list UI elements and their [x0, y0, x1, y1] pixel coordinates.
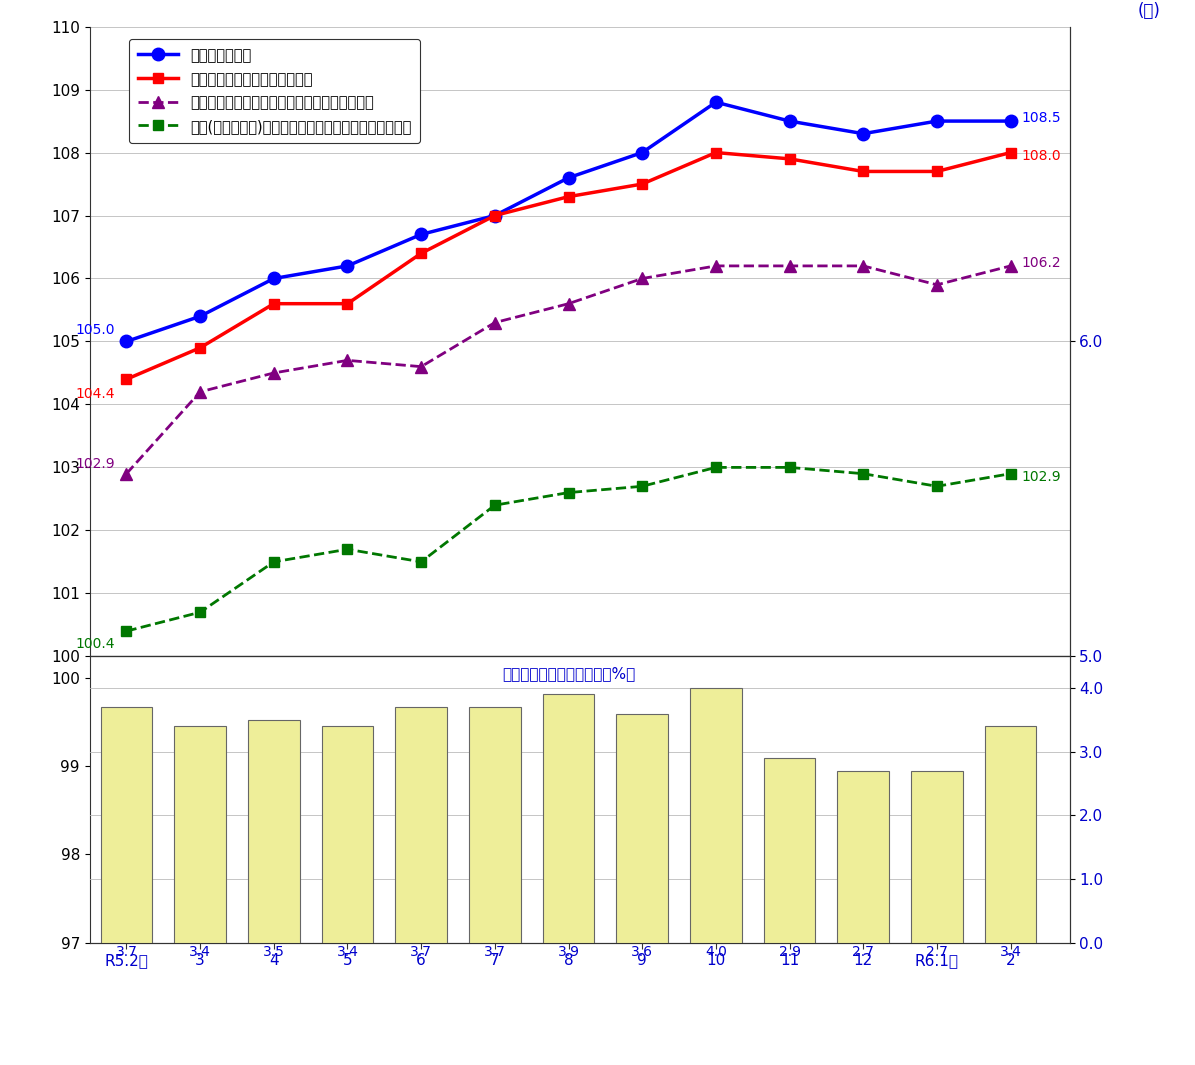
食料(酒類を除く)及びエネルギーを除く総合（左目盛）: [562, 487, 576, 499]
Text: 2.7: 2.7: [926, 945, 948, 960]
総合（左目盛）: [341, 260, 355, 273]
Text: 2.7: 2.7: [852, 945, 875, 960]
Bar: [690, 688, 742, 943]
生鮮食品及びエネルギーを除く総合（左目盛）: [488, 316, 502, 329]
Bar: [470, 707, 521, 943]
Bar: [396, 707, 447, 943]
Bar: [985, 726, 1036, 943]
生鮮食品を除く総合（左目盛）: [413, 247, 428, 260]
食料(酒類を除く)及びエネルギーを除く総合（左目盛）: [856, 468, 870, 480]
生鮮食品を除く総合（左目盛）: [341, 297, 355, 310]
Text: 104.4: 104.4: [76, 387, 116, 400]
食料(酒類を除く)及びエネルギーを除く総合（左目盛）: [341, 543, 355, 556]
総合（左目盛）: [488, 209, 502, 222]
Bar: [911, 771, 963, 943]
生鮮食品を除く総合（左目盛）: [266, 297, 281, 310]
生鮮食品及びエネルギーを除く総合（左目盛）: [783, 260, 797, 273]
総合（左目盛）: [562, 171, 576, 184]
生鮮食品及びエネルギーを除く総合（左目盛）: [635, 272, 649, 284]
生鮮食品を除く総合（左目盛）: [562, 191, 576, 203]
生鮮食品及びエネルギーを除く総合（左目盛）: [709, 260, 723, 273]
生鮮食品を除く総合（左目盛）: [930, 165, 944, 178]
総合（左目盛）: [856, 128, 870, 141]
食料(酒類を除く)及びエネルギーを除く総合（左目盛）: [709, 461, 723, 474]
総合（左目盛）: [783, 115, 797, 128]
総合（左目盛）: [709, 96, 723, 109]
生鮮食品を除く総合（左目盛）: [709, 146, 723, 159]
生鮮食品及びエネルギーを除く総合（左目盛）: [856, 260, 870, 273]
生鮮食品及びエネルギーを除く総合（左目盛）: [192, 386, 207, 398]
Text: 106.2: 106.2: [1022, 256, 1061, 269]
Text: 3.4: 3.4: [189, 945, 212, 960]
生鮮食品及びエネルギーを除く総合（左目盛）: [562, 297, 576, 310]
総合（左目盛）: [635, 146, 649, 159]
Text: 3.4: 3.4: [337, 945, 358, 960]
総合（左目盛）: [192, 310, 207, 323]
総合（左目盛）: [1004, 115, 1018, 128]
Text: 4.0: 4.0: [705, 945, 727, 960]
Bar: [321, 726, 373, 943]
食料(酒類を除く)及びエネルギーを除く総合（左目盛）: [488, 498, 502, 511]
総合（左目盛）: [120, 335, 134, 348]
生鮮食品を除く総合（左目盛）: [120, 373, 134, 386]
Text: 2.9: 2.9: [779, 945, 801, 960]
総合（左目盛）: [266, 272, 281, 284]
Text: 3.4: 3.4: [1000, 945, 1022, 960]
Text: 108.0: 108.0: [1022, 149, 1061, 163]
Line: 総合（左目盛）: 総合（左目盛）: [121, 96, 1017, 347]
Bar: [100, 707, 152, 943]
食料(酒類を除く)及びエネルギーを除く総合（左目盛）: [783, 461, 797, 474]
生鮮食品及びエネルギーを除く総合（左目盛）: [413, 360, 428, 373]
生鮮食品及びエネルギーを除く総合（左目盛）: [266, 366, 281, 379]
Text: 100.4: 100.4: [76, 638, 116, 652]
Bar: [249, 720, 300, 943]
Text: 3.9: 3.9: [558, 945, 580, 960]
生鮮食品及びエネルギーを除く総合（左目盛）: [341, 354, 355, 366]
食料(酒類を除く)及びエネルギーを除く総合（左目盛）: [192, 606, 207, 619]
総合（左目盛）: [413, 228, 428, 241]
Text: 3.5: 3.5: [263, 945, 284, 960]
Legend: 総合（左目盛）, 生鮮食品を除く総合（左目盛）, 生鮮食品及びエネルギーを除く総合（左目盛）, 食料(酒類を除く)及びエネルギーを除く総合（左目盛）: 総合（左目盛）, 生鮮食品を除く総合（左目盛）, 生鮮食品及びエネルギーを除く総…: [129, 39, 421, 143]
食料(酒類を除く)及びエネルギーを除く総合（左目盛）: [413, 556, 428, 569]
生鮮食品及びエネルギーを除く総合（左目盛）: [120, 468, 134, 480]
生鮮食品及びエネルギーを除く総合（左目盛）: [1004, 260, 1018, 273]
Text: 105.0: 105.0: [76, 323, 116, 337]
Text: 3.7: 3.7: [484, 945, 505, 960]
生鮮食品を除く総合（左目盛）: [783, 152, 797, 165]
Line: 生鮮食品を除く総合（左目盛）: 生鮮食品を除く総合（左目盛）: [122, 148, 1016, 384]
Bar: [617, 714, 668, 943]
Line: 生鮮食品及びエネルギーを除く総合（左目盛）: 生鮮食品及びエネルギーを除く総合（左目盛）: [121, 260, 1016, 479]
生鮮食品を除く総合（左目盛）: [488, 209, 502, 222]
Text: 3.7: 3.7: [410, 945, 433, 960]
総合（左目盛）: [930, 115, 944, 128]
Text: 3.7: 3.7: [116, 945, 137, 960]
Bar: [174, 726, 226, 943]
Text: 102.9: 102.9: [1022, 470, 1061, 484]
生鮮食品を除く総合（左目盛）: [635, 178, 649, 191]
Bar: [543, 694, 594, 943]
Text: (％): (％): [1138, 2, 1162, 20]
Text: 3.6: 3.6: [631, 945, 654, 960]
Text: 108.5: 108.5: [1022, 111, 1061, 125]
生鮮食品及びエネルギーを除く総合（左目盛）: [930, 278, 944, 291]
Bar: [764, 758, 815, 943]
生鮮食品を除く総合（左目盛）: [192, 342, 207, 355]
Text: 102.9: 102.9: [75, 457, 116, 471]
Bar: [838, 771, 889, 943]
食料(酒類を除く)及びエネルギーを除く総合（左目盛）: [266, 556, 281, 569]
食料(酒類を除く)及びエネルギーを除く総合（左目盛）: [1004, 468, 1018, 480]
生鮮食品を除く総合（左目盛）: [1004, 146, 1018, 159]
生鮮食品を除く総合（左目盛）: [856, 165, 870, 178]
食料(酒類を除く)及びエネルギーを除く総合（左目盛）: [120, 625, 134, 638]
Line: 食料(酒類を除く)及びエネルギーを除く総合（左目盛）: 食料(酒類を除く)及びエネルギーを除く総合（左目盛）: [122, 462, 1016, 636]
食料(酒類を除く)及びエネルギーを除く総合（左目盛）: [930, 480, 944, 493]
食料(酒類を除く)及びエネルギーを除く総合（左目盛）: [635, 480, 649, 493]
Text: 総合前年同月比（右目盛　%）: 総合前年同月比（右目盛 %）: [502, 666, 636, 681]
